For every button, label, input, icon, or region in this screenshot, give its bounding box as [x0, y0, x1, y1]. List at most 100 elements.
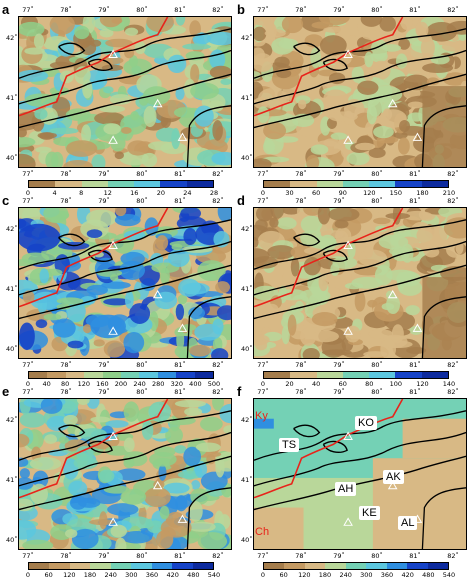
colorbar-tick-label: 180: [83, 571, 97, 579]
contour-line: [19, 455, 231, 511]
colorbar-tick-label: 28: [209, 189, 219, 197]
longitude-label: 79˚: [333, 197, 345, 205]
field-blob: [364, 51, 374, 68]
field-blob: [19, 127, 27, 138]
field-blob: [123, 230, 146, 241]
field-blob: [275, 136, 299, 143]
longitude-label: 77˚: [22, 552, 34, 560]
latitude-label: 40˚: [6, 345, 18, 353]
field-blob: [171, 243, 183, 251]
colorbar-segment: [131, 563, 152, 569]
field-blob: [255, 219, 268, 231]
map-panel-b: b 77˚ 77˚ 78˚ 78˚ 79˚ 79˚ 80˚ 80˚ 81˚ 81˚ 82˚ 82˚ 42˚…: [237, 2, 469, 197]
field-blob: [317, 208, 331, 225]
field-blob: [277, 289, 307, 301]
field-blob: [346, 151, 370, 166]
field-blob: [385, 269, 417, 281]
field-blob: [114, 208, 127, 217]
field-blob: [175, 87, 185, 100]
field-blob: [143, 105, 157, 128]
field-blob: [103, 298, 132, 306]
field-blob: [127, 140, 149, 156]
field-blob: [165, 426, 183, 444]
longitude-label: 79˚: [98, 197, 110, 205]
contour-line: [254, 455, 466, 511]
field-blob: [19, 468, 30, 479]
latitude-label: 40˚: [241, 154, 253, 162]
field-blob: [269, 217, 279, 228]
station-label-ak: AK: [383, 470, 404, 484]
field-blob: [129, 303, 151, 324]
field-blob: [287, 314, 297, 336]
field-blob: [99, 28, 114, 38]
station-triangle: [343, 517, 353, 526]
field-blob: [44, 434, 58, 444]
latitude-label: 42˚: [6, 416, 18, 424]
colorbar-segment: [316, 372, 343, 378]
field-blob: [302, 347, 320, 358]
field-blob: [30, 291, 62, 310]
colorbar: [263, 562, 449, 570]
field-blob: [190, 480, 201, 490]
field-blob: [86, 399, 100, 409]
longitude-label: 81˚: [174, 197, 186, 205]
field-blob: [43, 313, 62, 321]
colorbar-segment: [366, 563, 387, 569]
field-blob: [323, 26, 349, 33]
field-blob: [30, 483, 48, 505]
field-blob: [167, 54, 187, 74]
field-blob: [263, 139, 276, 155]
colorbar-segment: [304, 563, 326, 569]
longitude-label: 81˚: [409, 197, 421, 205]
colorbar-tick-label: 140: [442, 380, 456, 388]
field-blob: [29, 457, 62, 471]
field-blob: [49, 17, 75, 35]
field-blob: [368, 147, 386, 158]
field-blob: [398, 38, 410, 50]
station-triangle: [343, 135, 353, 144]
field-blob: [124, 27, 139, 36]
colorbar-segment: [264, 181, 291, 187]
field-blob: [254, 158, 272, 167]
field-blob: [67, 340, 84, 349]
colorbar-tick-label: 120: [63, 571, 76, 579]
field-blob: [270, 208, 285, 219]
station-triangle: [387, 480, 398, 490]
colorbar-tick-label: 540: [207, 571, 221, 579]
map-area: [18, 207, 232, 359]
colorbar-tick-label: 80: [365, 380, 374, 388]
colorbar-segment: [194, 372, 214, 378]
field-blob: [73, 456, 98, 470]
colorbar-tick-label: 8: [79, 189, 84, 197]
station-triangle: [387, 289, 398, 299]
longitude-label: 78˚: [60, 170, 72, 178]
contour-line: [254, 73, 466, 129]
longitude-label: 77˚: [22, 6, 34, 14]
field-blob: [86, 229, 103, 238]
longitude-label: 82˚: [212, 170, 224, 178]
field-blob: [91, 154, 106, 167]
colorbar-segment: [342, 372, 370, 378]
colorbar-segment: [29, 563, 50, 569]
field-blob: [264, 29, 286, 38]
field-blob: [183, 446, 202, 467]
contour-line: [254, 240, 466, 296]
field-blob: [101, 281, 131, 289]
longitude-label: 80˚: [371, 361, 383, 369]
field-blob: [195, 442, 221, 452]
field-blob: [184, 407, 203, 416]
field-blob: [63, 160, 93, 167]
field-blob: [144, 487, 171, 508]
field-blob: [374, 265, 393, 286]
field-blob: [103, 86, 114, 94]
field-blob: [141, 152, 158, 167]
field-blob: [183, 227, 197, 246]
field-blob: [19, 223, 61, 252]
longitude-label: 77˚: [22, 170, 34, 178]
longitude-label: 78˚: [295, 6, 307, 14]
field-blob: [455, 239, 464, 255]
field-blob: [406, 347, 427, 354]
longitude-label: 77˚: [257, 388, 269, 396]
field-blob: [355, 142, 376, 151]
field-blob: [175, 495, 188, 512]
